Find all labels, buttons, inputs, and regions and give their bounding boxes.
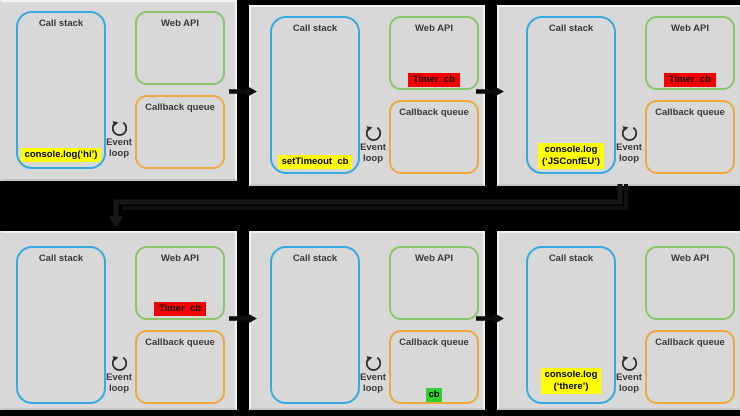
flow-arrow-icon bbox=[476, 86, 504, 97]
event-loop-refresh-icon bbox=[111, 356, 127, 371]
diagram-panel-6: Call stack Web API Callback queue Event … bbox=[497, 231, 740, 410]
call-stack-item-highlight: setTimeout cb bbox=[277, 155, 353, 169]
call-stack-item-highlight: console.log (‘there’) bbox=[540, 368, 602, 394]
callback-queue-box: Callback queue bbox=[135, 95, 225, 169]
call-stack-box: Call stack bbox=[16, 11, 106, 169]
web-api-box: Web API bbox=[135, 11, 225, 85]
callback-queue-box: Callback queue bbox=[645, 330, 735, 404]
web-api-label: Web API bbox=[670, 23, 709, 34]
callback-queue-box: Callback queue bbox=[645, 100, 735, 174]
diagram-panel-5: Call stack Web API Callback queue Event … bbox=[249, 231, 485, 410]
callback-queue-label: Callback queue bbox=[399, 107, 469, 118]
diagram-panel-4: Call stack Web API Callback queue Event … bbox=[0, 231, 237, 410]
callback-queue-label: Callback queue bbox=[145, 337, 215, 348]
event-loop-label: Event loop bbox=[106, 137, 132, 159]
call-stack-item-highlight: console.log(‘hi’) bbox=[20, 148, 102, 162]
diagram-panel-1: Call stack Web API Callback queue Event … bbox=[0, 0, 237, 181]
web-api-item-highlight: Timer cb bbox=[153, 302, 207, 316]
event-loop-refresh-icon bbox=[621, 356, 637, 371]
diagram-panel-2: Call stack Web API Callback queue Event … bbox=[249, 5, 485, 186]
callback-queue-box: Callback queue bbox=[135, 330, 225, 404]
flow-arrow-icon bbox=[229, 313, 257, 324]
callback-queue-label: Callback queue bbox=[655, 107, 725, 118]
call-stack-box: Call stack bbox=[270, 246, 360, 404]
event-loop-refresh-icon bbox=[365, 126, 381, 141]
call-stack-item-highlight: console.log (‘JSConfEU’) bbox=[537, 143, 605, 169]
call-stack-box: Call stack bbox=[16, 246, 106, 404]
callback-queue-label: Callback queue bbox=[145, 102, 215, 113]
event-loop-indicator: Event loop bbox=[611, 356, 647, 394]
event-loop-refresh-icon bbox=[111, 121, 127, 136]
event-loop-label: Event loop bbox=[360, 142, 386, 164]
call-stack-label: Call stack bbox=[292, 23, 338, 34]
web-api-label: Web API bbox=[414, 23, 453, 34]
web-api-label: Web API bbox=[414, 253, 453, 264]
call-stack-label: Call stack bbox=[292, 253, 338, 264]
web-api-label: Web API bbox=[160, 253, 199, 264]
web-api-box: Web API bbox=[645, 246, 735, 320]
web-api-label: Web API bbox=[160, 18, 199, 29]
callback-queue-item-highlight: cb bbox=[426, 388, 442, 402]
web-api-label: Web API bbox=[670, 253, 709, 264]
event-loop-label: Event loop bbox=[616, 372, 642, 394]
event-loop-indicator: Event loop bbox=[101, 356, 137, 394]
callback-queue-box: Callback queue bbox=[389, 100, 479, 174]
event-loop-indicator: Event loop bbox=[101, 121, 137, 159]
event-loop-indicator: Event loop bbox=[611, 126, 647, 164]
event-loop-label: Event loop bbox=[616, 142, 642, 164]
web-api-item-highlight: Timer cb bbox=[407, 73, 461, 87]
flow-arrow-icon bbox=[476, 313, 504, 324]
diagram-panel-3: Call stack Web API Callback queue Event … bbox=[497, 5, 740, 186]
callback-queue-box: Callback queue bbox=[389, 330, 479, 404]
flow-arrow-icon bbox=[229, 86, 257, 97]
connector-arrow-icon bbox=[109, 184, 628, 228]
call-stack-label: Call stack bbox=[548, 23, 594, 34]
event-loop-label: Event loop bbox=[360, 372, 386, 394]
callback-queue-label: Callback queue bbox=[655, 337, 725, 348]
event-loop-label: Event loop bbox=[106, 372, 132, 394]
call-stack-box: Call stack bbox=[270, 16, 360, 174]
call-stack-label: Call stack bbox=[38, 253, 84, 264]
event-loop-refresh-icon bbox=[621, 126, 637, 141]
event-loop-indicator: Event loop bbox=[355, 126, 391, 164]
call-stack-label: Call stack bbox=[548, 253, 594, 264]
callback-queue-label: Callback queue bbox=[399, 337, 469, 348]
web-api-box: Web API bbox=[389, 246, 479, 320]
call-stack-label: Call stack bbox=[38, 18, 84, 29]
web-api-item-highlight: Timer cb bbox=[663, 73, 717, 87]
event-loop-indicator: Event loop bbox=[355, 356, 391, 394]
event-loop-refresh-icon bbox=[365, 356, 381, 371]
